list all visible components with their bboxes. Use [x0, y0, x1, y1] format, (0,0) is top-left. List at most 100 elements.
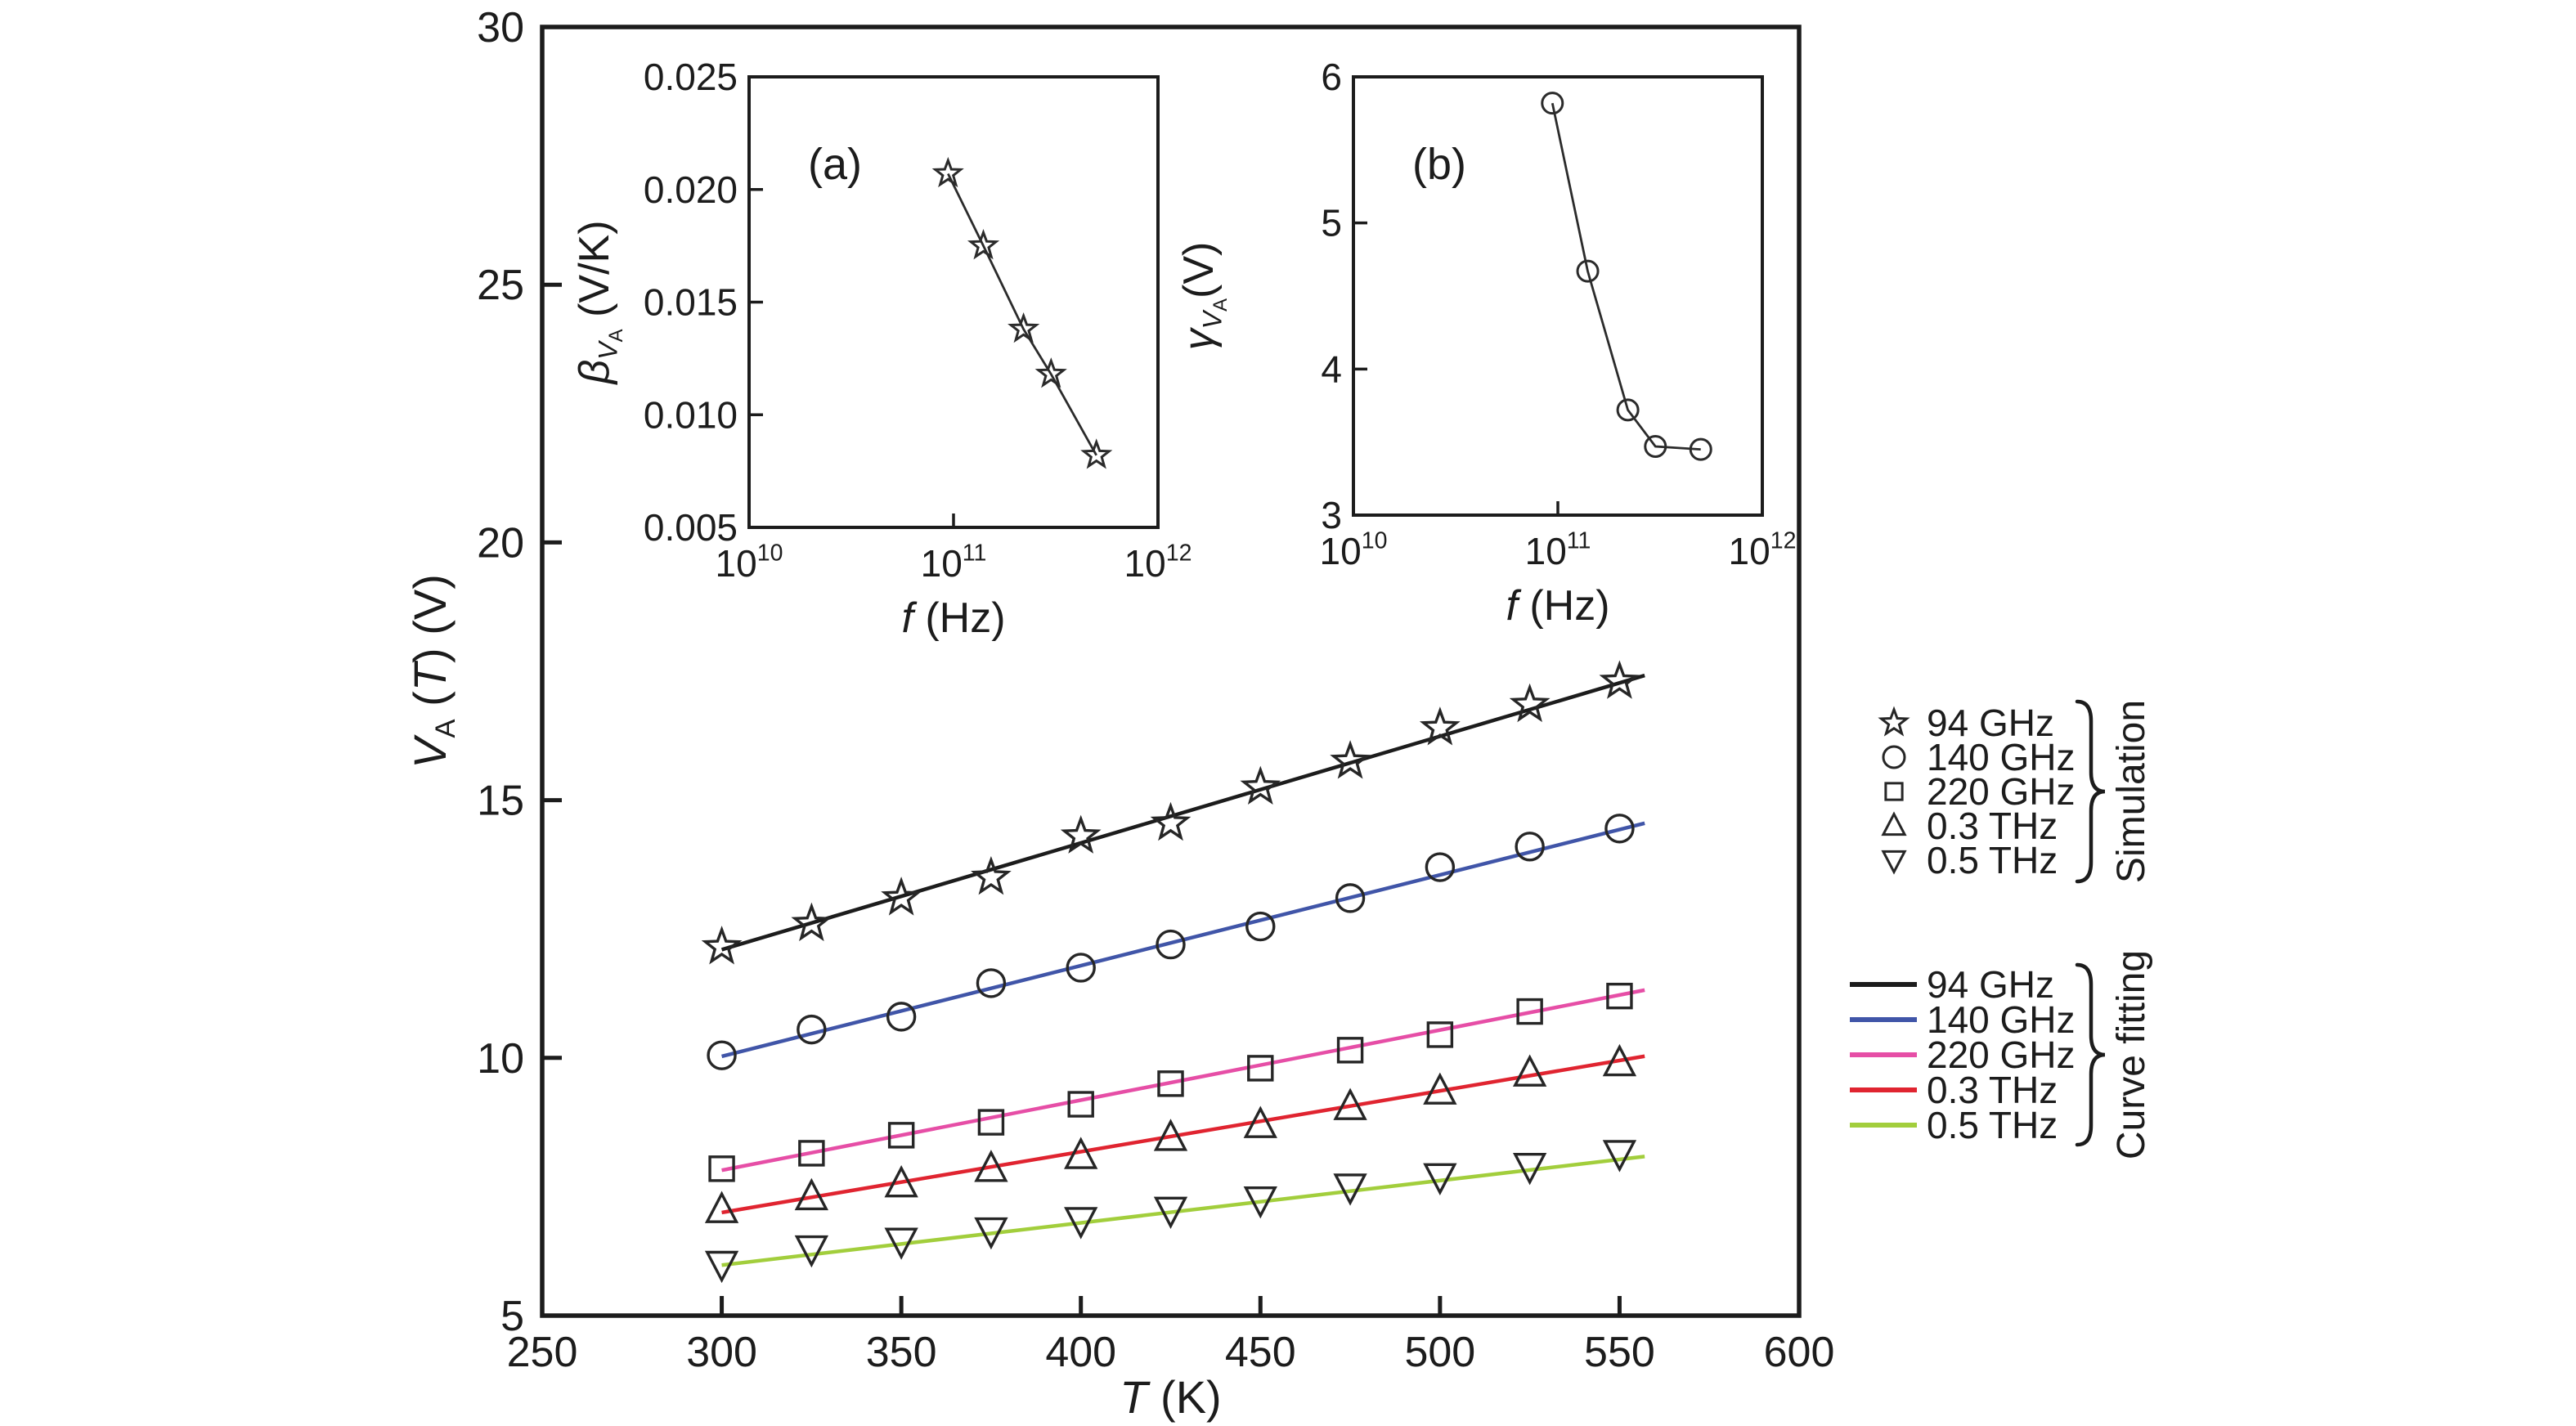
star-marker: [1150, 801, 1192, 841]
label-part: 10: [757, 540, 783, 567]
circle-marker: [1335, 883, 1366, 913]
label-part: 0.015: [644, 281, 738, 324]
triangle-down-marker: [1602, 1140, 1637, 1173]
label-part: f: [901, 594, 917, 642]
triangle-up-marker: [1333, 1087, 1367, 1120]
inset-a-line: [947, 173, 1097, 456]
triangle-up-marker: [1881, 811, 1907, 836]
inset-b-x-tick-label: 1012: [1729, 528, 1797, 572]
label-part: (b): [1412, 140, 1466, 189]
label-part: 500: [1404, 1329, 1475, 1376]
label-part: (V): [1175, 242, 1223, 298]
star-marker: [1599, 660, 1640, 699]
label-part: 0.005: [644, 506, 738, 549]
square-marker: [1067, 1091, 1094, 1118]
legend-sim-item-0-3-thz: 0.3 THz: [1881, 805, 2058, 847]
label-part: 10: [921, 542, 963, 585]
circle-marker: [1882, 745, 1906, 769]
circle-marker: [1689, 437, 1712, 461]
inset-b-y-tick-label: 6: [1321, 56, 1342, 98]
triangle-down-marker: [1512, 1153, 1547, 1186]
label-part: 94 GHz: [1927, 702, 2054, 744]
triangle-up-marker: [704, 1191, 739, 1223]
label-part: 10: [716, 542, 757, 585]
label-part: 220 GHz: [1927, 1034, 2076, 1076]
inset-b-x-tick-label: 1011: [1525, 528, 1591, 572]
star-marker: [1509, 683, 1551, 723]
inset-b-y-axis-label: γVA(V): [1175, 242, 1232, 351]
label-part: V: [593, 340, 622, 360]
label-part: (Hz): [1518, 582, 1610, 630]
triangle-down-marker: [704, 1250, 739, 1284]
label-part: ) (V): [404, 574, 456, 663]
main-y-tick-label: 5: [500, 1293, 524, 1340]
label-part: (K): [1148, 1371, 1222, 1423]
label-part: 6: [1321, 56, 1342, 98]
triangle-down-marker: [1064, 1207, 1098, 1240]
legend-fit-item-label: 0.3 THz: [1927, 1069, 2058, 1111]
main-x-tick-label: 450: [1225, 1329, 1296, 1376]
inset-a-x-axis-label: f (Hz): [901, 594, 1005, 642]
inset-a-y-tick-label: 0.020: [644, 168, 738, 211]
label-part: 10: [477, 1035, 524, 1083]
label-part: 5: [1321, 202, 1342, 244]
legend-fit-item-label: 140 GHz: [1927, 998, 2076, 1041]
label-part: (: [404, 691, 456, 720]
label-part: 250: [507, 1329, 578, 1376]
legend-sim-group-title: Simulation: [2110, 700, 2153, 883]
series-94-ghz: [701, 660, 1645, 965]
main-x-tick-label: 550: [1584, 1329, 1655, 1376]
star-marker: [1034, 357, 1067, 388]
legend-fit-item-label: 220 GHz: [1927, 1034, 2076, 1076]
triangle-down-marker: [884, 1227, 918, 1260]
circle-marker: [1616, 398, 1640, 422]
label-part: 3: [1321, 494, 1342, 536]
fit-line: [721, 1155, 1645, 1267]
label-part: 10: [1729, 530, 1770, 572]
triangle-down-marker: [794, 1235, 829, 1268]
circle-marker: [1515, 832, 1545, 862]
main-x-tick-label: 500: [1404, 1329, 1475, 1376]
triangle-down-marker: [1153, 1196, 1188, 1229]
legend-fit-item-label: 0.5 THz: [1927, 1104, 2058, 1146]
label-part: 400: [1045, 1329, 1116, 1376]
triangle-down-marker: [974, 1217, 1008, 1250]
label-part: 0.5 THz: [1927, 1104, 2058, 1146]
circle-marker: [1425, 852, 1456, 882]
label-part: Simulation: [2110, 700, 2153, 883]
legend-fit-item-140-ghz: 140 GHz: [1850, 998, 2076, 1041]
label-part: V: [404, 734, 456, 769]
triangle-down-marker: [1423, 1163, 1457, 1195]
triangle-down-marker: [1243, 1186, 1277, 1219]
inset-b-line: [1551, 102, 1701, 451]
label-part: 600: [1764, 1329, 1835, 1376]
circle-marker: [1644, 435, 1667, 459]
inset-b-x-axis-label: f (Hz): [1506, 582, 1609, 630]
circle-marker: [1156, 929, 1186, 960]
triangle-up-marker: [974, 1150, 1008, 1182]
inset-a-y-tick-label: 0.010: [644, 393, 738, 436]
series-140-ghz: [707, 814, 1645, 1070]
triangle-down-marker: [1333, 1173, 1367, 1206]
inset-b-y-tick-label: 4: [1321, 348, 1342, 390]
inset-b-panel-label: (b): [1412, 140, 1466, 189]
legend-sim-item-label: 140 GHz: [1927, 736, 2076, 778]
main-x-tick-label: 350: [866, 1329, 937, 1376]
main-y-tick-label: 15: [477, 778, 524, 825]
square-marker: [798, 1140, 825, 1167]
label-part: T: [1120, 1371, 1151, 1423]
main-y-tick-label: 20: [477, 519, 524, 567]
star-marker: [881, 877, 922, 916]
legend-fit-item-0-3-thz: 0.3 THz: [1850, 1069, 2058, 1111]
star-marker: [1419, 706, 1461, 746]
label-part: 15: [477, 778, 524, 825]
circle-marker: [1604, 814, 1635, 844]
circle-marker: [1066, 953, 1096, 983]
main-x-tick-label: 600: [1764, 1329, 1835, 1376]
square-marker: [887, 1122, 915, 1149]
inset-a-y-tick-label: 0.025: [644, 56, 738, 98]
square-marker: [1516, 998, 1543, 1025]
star-marker: [1240, 765, 1281, 805]
